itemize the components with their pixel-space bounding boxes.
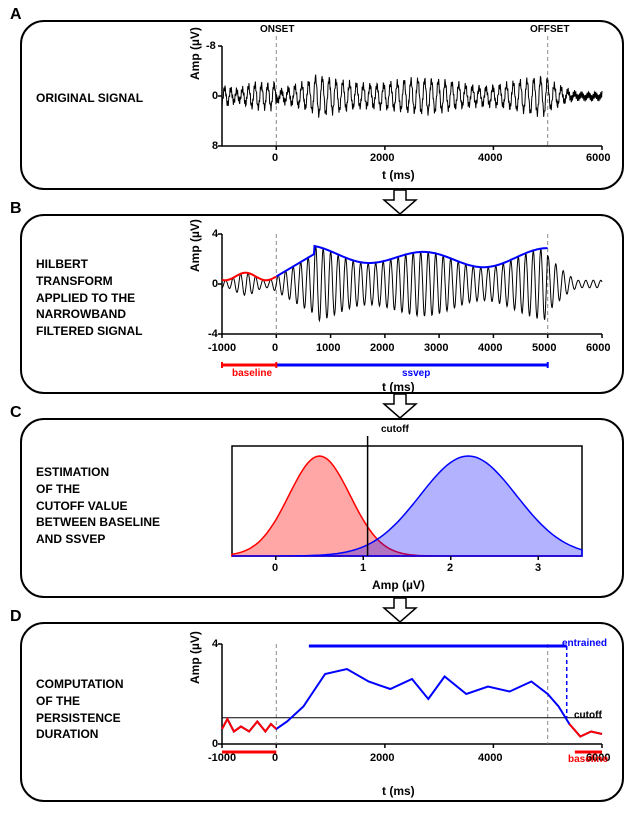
onset-label: ONSET: [260, 24, 294, 35]
panel-d-desc: COMPUTATION OF THE PERSISTENCE DURATION: [36, 676, 124, 743]
offset-label: OFFSET: [530, 24, 569, 35]
a-ytick-top: -8: [206, 40, 216, 52]
panel-b-label: B: [10, 200, 22, 218]
b-xlabel: t (ms): [382, 380, 415, 394]
b-ylabel: Amp (µV): [188, 219, 202, 272]
panel-c: ESTIMATION OF THE CUTOFF VALUE BETWEEN B…: [20, 418, 624, 598]
panel-a: ORIGINAL SIGNAL ONSET OFFSET -8 0 8 0 20…: [20, 20, 624, 190]
b-xtick3: 2000: [370, 342, 394, 354]
d-ylabel: Amp (µV): [188, 631, 202, 684]
d-ytick-top: 4: [212, 638, 218, 650]
a-ytick-mid: 0: [212, 90, 218, 102]
b-xtick2: 1000: [316, 342, 340, 354]
d-xtick1: 0: [272, 752, 278, 764]
panel-c-chart: [202, 436, 602, 596]
b-xtick0: -1000: [208, 342, 236, 354]
b-baseline-label: baseline: [232, 368, 272, 379]
a-xtick1: 2000: [370, 152, 394, 164]
b-xtick5: 4000: [478, 342, 502, 354]
panel-b-desc: HILBERT TRANSFORM APPLIED TO THE NARROWB…: [36, 256, 142, 340]
panel-a-chart: [182, 36, 612, 186]
d-xlabel: t (ms): [382, 784, 415, 798]
panel-a-label: A: [10, 6, 22, 24]
a-ylabel: Amp (µV): [188, 27, 202, 80]
a-xtick3: 6000: [586, 152, 610, 164]
panel-a-desc: ORIGINAL SIGNAL: [36, 90, 143, 107]
a-xlabel: t (ms): [382, 168, 415, 182]
b-xtick7: 6000: [586, 342, 610, 354]
b-ssvep-label: ssvep: [402, 368, 430, 379]
d-xtick0: -1000: [208, 752, 236, 764]
c-xlabel: Amp (µV): [372, 578, 425, 592]
d-xtick3: 4000: [478, 752, 502, 764]
b-xtick4: 3000: [424, 342, 448, 354]
d-ytick-bot: 0: [212, 738, 218, 750]
a-ytick-bot: 8: [212, 140, 218, 152]
b-ytick-bot: -4: [208, 328, 218, 340]
panel-c-desc: ESTIMATION OF THE CUTOFF VALUE BETWEEN B…: [36, 464, 160, 548]
arrow-c-d: [380, 598, 420, 622]
panel-b: HILBERT TRANSFORM APPLIED TO THE NARROWB…: [20, 214, 624, 394]
a-xtick0: 0: [272, 152, 278, 164]
d-xtick2: 2000: [370, 752, 394, 764]
c-xtick1: 1: [360, 562, 366, 574]
c-xtick0: 0: [272, 562, 278, 574]
panel-d: COMPUTATION OF THE PERSISTENCE DURATION …: [20, 622, 624, 802]
b-xtick6: 5000: [532, 342, 556, 354]
b-ytick-top: 4: [212, 228, 218, 240]
d-entrained-label: entrained: [562, 638, 607, 649]
c-cutoff-label: cutoff: [381, 424, 409, 435]
panel-d-label: D: [10, 608, 22, 626]
c-xtick3: 3: [535, 562, 541, 574]
panel-d-chart: [182, 634, 612, 799]
b-ytick-mid: 0: [212, 278, 218, 290]
d-cutoff-label: cutoff: [574, 710, 602, 721]
arrow-b-c: [380, 394, 420, 418]
a-xtick2: 4000: [478, 152, 502, 164]
panel-c-label: C: [10, 404, 22, 422]
d-baseline-label: baseline: [568, 754, 608, 765]
b-xtick1: 0: [272, 342, 278, 354]
arrow-a-b: [380, 190, 420, 214]
c-xtick2: 2: [447, 562, 453, 574]
